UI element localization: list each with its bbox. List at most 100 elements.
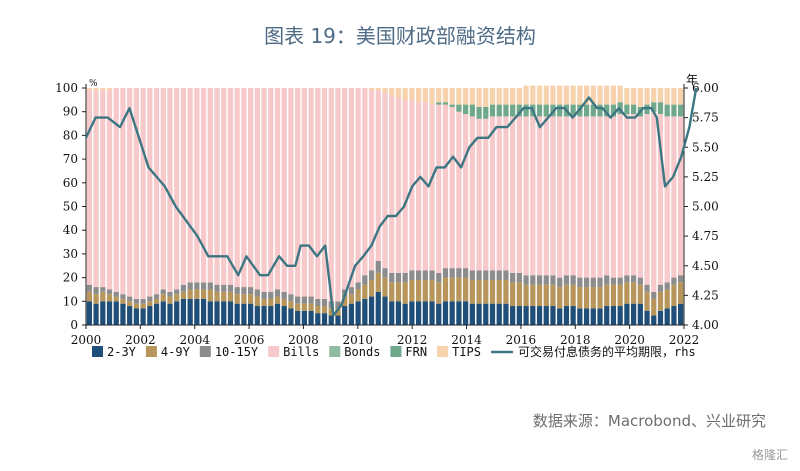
bar-segment-4-9y [288, 301, 294, 309]
bar-segment-4-9y [160, 294, 166, 302]
bar-segment-4-9y [187, 289, 193, 299]
bar-segment-10-15y [113, 291, 119, 297]
bar-segment-bills [221, 88, 227, 285]
bar-segment-10-15y [442, 268, 449, 278]
bar-segment-4-9y [644, 291, 650, 311]
bar-segment-4-9y [100, 291, 106, 302]
bar-segment-4-9y [248, 294, 254, 304]
left-tick-label: 60 [63, 176, 78, 190]
bar-segment-bills [590, 116, 596, 278]
bar-segment-bills [301, 88, 307, 297]
bar-segment-4-9y [637, 284, 643, 304]
bar-segment-10-15y [597, 277, 603, 288]
x-tick-label: 2012 [397, 333, 428, 347]
bar-segment-2-3y [254, 306, 260, 325]
bar-segment-bills [657, 114, 664, 285]
x-tick-label: 2004 [179, 333, 210, 347]
bar-segment-bills [200, 88, 207, 283]
bar-segment-2-3y [261, 306, 267, 325]
bar-segment-bills [234, 88, 240, 288]
bar-segment-10-15y [375, 261, 381, 273]
bar-segment-10-15y [476, 270, 482, 280]
bar-segment-bills [180, 88, 187, 285]
bar-segment-4-9y [382, 277, 388, 297]
legend-swatch-frn [390, 346, 402, 357]
legend: 2-3Y 4-9Y 10-15Y Bills Bonds FRN TIPS 可交易付息债务的平… [92, 344, 696, 359]
bar-segment-2-3y [174, 301, 180, 325]
bar-segment-10-15y [463, 268, 469, 278]
bar-segment-tips [415, 88, 422, 103]
legend-label: TIPS [452, 345, 481, 359]
bar-segment-10-15y [355, 282, 361, 290]
bar-segment-bills [523, 116, 529, 276]
bar-segment-2-3y [335, 315, 341, 325]
bar-segment-tips [651, 88, 657, 103]
bar-segment-4-9y [469, 279, 475, 304]
bar-segment-tips [483, 88, 489, 107]
bar-segment-2-3y [657, 310, 664, 325]
right-tick-label: 4.00 [692, 318, 719, 332]
bar-segment-bills [671, 116, 677, 278]
bar-segment-4-9y [153, 298, 160, 304]
bar-segment-10-15y [671, 277, 677, 285]
bar-segment-2-3y [167, 303, 173, 325]
bar-segment-bills [415, 102, 422, 271]
bar-segment-2-3y [543, 306, 549, 325]
bar-segment-tips [644, 88, 650, 105]
bar-segment-bills [644, 114, 650, 285]
bar-segment-bills [120, 88, 126, 295]
legend-label: 10-15Y [215, 345, 259, 359]
left-tick-label: 20 [63, 271, 78, 285]
bar-segment-4-9y [463, 277, 469, 302]
bar-segment-tips [469, 88, 475, 105]
bar-segment-bills [610, 116, 617, 278]
bar-segment-bills [503, 116, 509, 271]
bar-segment-10-15y [409, 270, 415, 280]
bar-segment-tips [671, 88, 677, 105]
bar-segment-bills [389, 95, 395, 273]
bar-segment-10-15y [577, 277, 583, 288]
bar-segment-bills [543, 116, 549, 276]
bar-segment-4-9y [355, 289, 361, 302]
bar-segment-10-15y [436, 272, 442, 283]
bar-segment-frn [469, 104, 475, 117]
x-tick-label: 2018 [560, 333, 591, 347]
legend-swatch-bills [268, 346, 280, 357]
right-tick-label: 4.75 [692, 229, 719, 243]
bar-segment-10-15y [395, 272, 402, 283]
bar-segment-4-9y [503, 279, 509, 304]
bar-segment-2-3y [570, 306, 576, 325]
bar-segment-tips [550, 85, 556, 105]
bar-segment-4-9y [422, 279, 428, 302]
bar-segment-10-15y [516, 272, 522, 283]
bar-segment-bills [583, 116, 590, 278]
legend-swatch-10-15y [199, 346, 211, 357]
bar-segment-bills [187, 88, 193, 283]
bar-segment-tips [382, 88, 388, 93]
bar-segment-2-3y [120, 303, 126, 325]
bar-segment-frn [476, 106, 482, 119]
bar-segment-tips [476, 88, 482, 107]
bar-segment-bills [463, 114, 469, 269]
bar-segment-bills [174, 88, 180, 290]
right-tick-label: 5.25 [692, 170, 719, 184]
bar-segment-frn [644, 104, 650, 115]
bar-segment-2-3y [617, 306, 623, 325]
bar-segment-2-3y [563, 306, 570, 325]
right-tick-label: 6.00 [692, 81, 719, 95]
bar-segment-2-3y [348, 303, 355, 325]
x-tick-label: 2010 [343, 333, 374, 347]
bar-segment-4-9y [510, 282, 516, 307]
bar-segment-4-9y [321, 306, 328, 314]
bar-segment-2-3y [288, 308, 294, 325]
bar-segment-bills [617, 114, 623, 278]
bar-segment-bills [194, 88, 200, 283]
bar-segment-2-3y [583, 308, 590, 325]
bar-segment-4-9y [664, 289, 670, 309]
bar-segment-4-9y [489, 279, 496, 304]
bar-segment-4-9y [362, 284, 368, 299]
bar-segment-bills [106, 90, 113, 290]
left-unit-label: % [89, 79, 98, 89]
bar-segment-tips [496, 88, 502, 105]
bar-segment-10-15y [335, 301, 341, 309]
